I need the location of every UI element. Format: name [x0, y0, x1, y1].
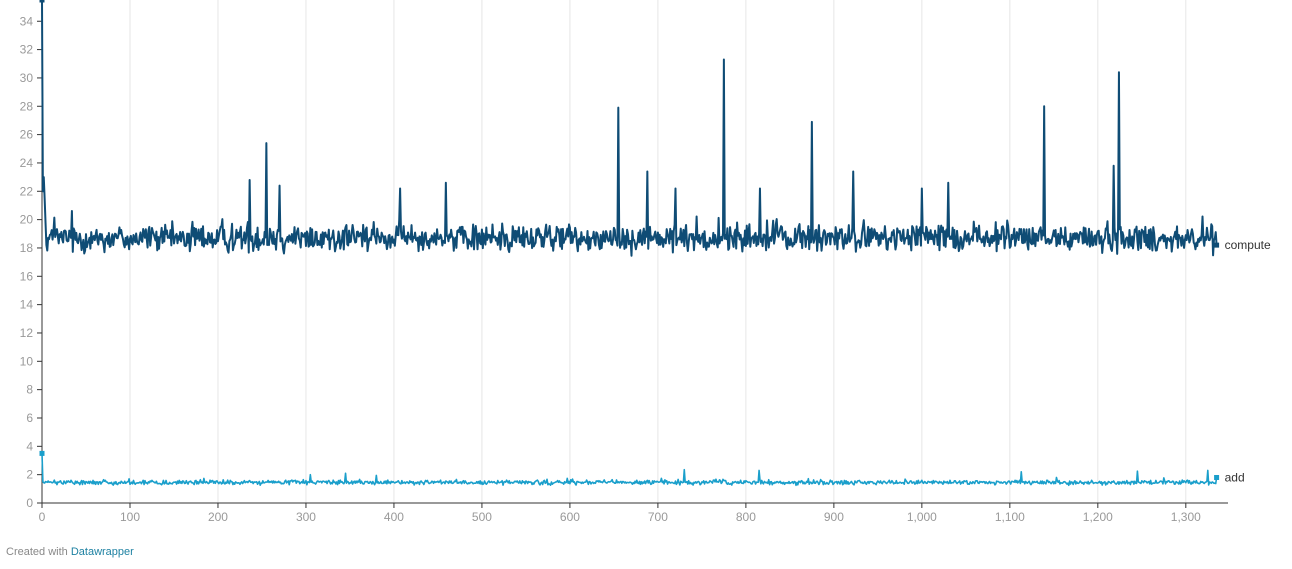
grid-lines — [129, 0, 1187, 503]
y-tick-label: 2 — [26, 468, 33, 482]
y-tick-label: 16 — [20, 269, 34, 283]
y-tick-label: 0 — [26, 496, 33, 510]
y-tick-label: 32 — [20, 43, 34, 57]
y-tick-label: 24 — [20, 156, 34, 170]
x-tick-label: 200 — [208, 510, 228, 524]
y-tick-label: 6 — [26, 411, 33, 425]
x-tick-label: 800 — [736, 510, 756, 524]
series-label-compute: compute — [1225, 238, 1271, 252]
x-tick-label: 300 — [296, 510, 316, 524]
x-tick-label: 600 — [560, 510, 580, 524]
y-tick-label: 18 — [20, 241, 34, 255]
datawrapper-link[interactable]: Datawrapper — [70, 546, 134, 558]
y-tick-label: 28 — [20, 99, 34, 113]
x-tick-label: 100 — [120, 510, 140, 524]
x-axis: 0 100 200 300 400 500 600 700 800 900 1,000 1,100 1,… — [39, 502, 1228, 524]
series-end-marker-add — [1214, 474, 1220, 480]
x-tick-label: 700 — [648, 510, 668, 524]
y-tick-label: 8 — [26, 383, 33, 397]
series-start-marker-add — [39, 450, 45, 456]
series-label-add: add — [1225, 470, 1245, 484]
series-start-marker-compute — [39, 0, 45, 3]
y-tick-label: 14 — [20, 298, 34, 312]
footer-prefix: Created with — [6, 546, 68, 558]
series-line-add — [41, 453, 1218, 487]
series-group — [39, 0, 1220, 487]
x-tick-label: 1,200 — [1083, 510, 1113, 524]
x-tick-label: 0 — [39, 510, 46, 524]
x-tick-label: 400 — [384, 510, 404, 524]
y-tick-label: 30 — [20, 71, 34, 85]
series-line-compute — [41, 0, 1218, 257]
y-tick-label: 20 — [20, 213, 34, 227]
y-tick-label: 12 — [20, 326, 34, 340]
x-tick-label: 500 — [472, 510, 492, 524]
x-tick-label: 900 — [824, 510, 844, 524]
footer-credit: Created with Datawrapper — [6, 546, 134, 558]
x-tick-label: 1,100 — [995, 510, 1025, 524]
y-tick-label: 10 — [20, 354, 34, 368]
y-tick-label: 26 — [20, 128, 34, 142]
y-tick-label: 4 — [26, 439, 33, 453]
y-tick-label: 34 — [20, 14, 34, 28]
x-tick-label: 1,300 — [1171, 510, 1201, 524]
series-labels: compute add — [1225, 238, 1271, 484]
x-tick-label: 1,000 — [907, 510, 937, 524]
series-end-marker-compute — [1214, 242, 1220, 248]
y-tick-label: 22 — [20, 184, 34, 198]
